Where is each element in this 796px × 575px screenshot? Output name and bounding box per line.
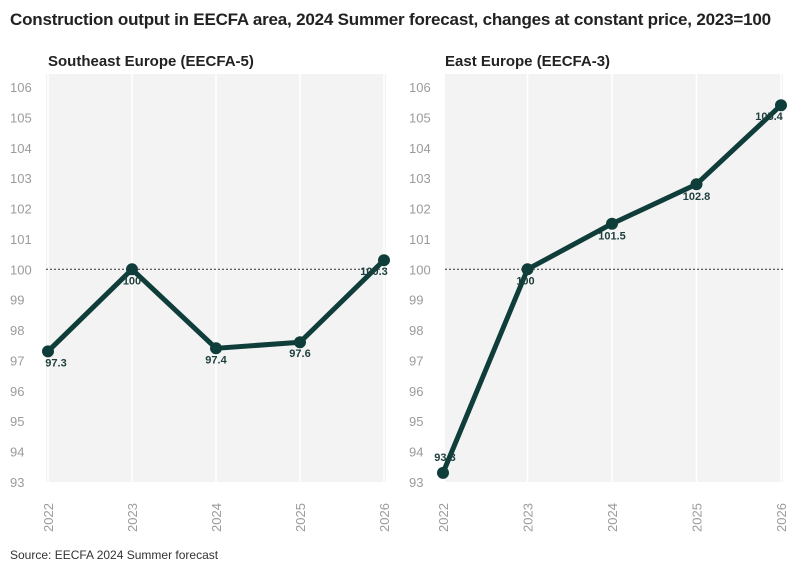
data-label: 97.4 (205, 354, 227, 366)
y-tick-label: 96 (409, 384, 423, 399)
y-tick-label: 95 (409, 414, 423, 429)
y-tick-label: 106 (409, 80, 431, 95)
x-tick-label: 2022 (41, 503, 56, 532)
y-tick-label: 105 (10, 110, 32, 125)
y-tick-label: 93 (409, 475, 423, 490)
panel-title-2: East Europe (EECFA-3) (445, 53, 610, 70)
data-point (42, 345, 54, 358)
data-label: 100 (123, 275, 141, 287)
data-point (690, 178, 703, 191)
data-label: 97.6 (289, 348, 310, 360)
source-note: Source: EECFA 2024 Summer forecast (10, 548, 219, 562)
y-tick-label: 95 (10, 414, 24, 429)
y-tick-label: 103 (409, 171, 431, 186)
data-label: 100 (516, 275, 534, 287)
y-tick-label: 104 (10, 141, 32, 156)
y-tick-label: 103 (10, 171, 32, 186)
y-tick-label: 105 (409, 110, 431, 125)
y-tick-label: 102 (10, 202, 32, 217)
y-tick-label: 100 (10, 262, 32, 277)
x-tick-label: 2024 (209, 503, 224, 532)
data-label: 101.5 (598, 231, 626, 243)
data-point (606, 217, 618, 230)
chart-title: Construction output in EECFA area, 2024 … (10, 10, 771, 29)
y-tick-label: 101 (10, 232, 32, 247)
panel-background-2 (445, 74, 783, 482)
panel-title-1: Southeast Europe (EECFA-5) (48, 53, 254, 70)
y-tick-label: 101 (409, 232, 431, 247)
data-label: 102.8 (683, 191, 711, 203)
data-label: 105.4 (755, 111, 783, 123)
x-tick-label: 2023 (125, 503, 140, 532)
data-label: 100.3 (360, 266, 388, 278)
data-label: 97.3 (45, 357, 66, 369)
x-tick-label: 2024 (605, 503, 620, 532)
data-label: 93.3 (434, 452, 455, 464)
y-tick-label: 104 (409, 141, 431, 156)
y-tick-label: 97 (409, 353, 423, 368)
y-tick-label: 94 (409, 445, 423, 460)
y-tick-label: 94 (10, 445, 24, 460)
x-tick-label: 2022 (436, 503, 451, 532)
y-tick-label: 96 (10, 384, 24, 399)
x-tick-label: 2026 (377, 503, 392, 532)
x-tick-label: 2023 (521, 503, 536, 532)
data-point (521, 263, 534, 276)
y-tick-label: 98 (10, 323, 24, 338)
data-point (126, 263, 138, 276)
y-tick-label: 99 (409, 293, 423, 308)
y-tick-label: 93 (10, 475, 24, 490)
data-point (437, 466, 449, 479)
data-point (775, 99, 787, 112)
x-tick-label: 2026 (774, 503, 789, 532)
y-tick-label: 106 (10, 80, 32, 95)
x-tick-label: 2025 (690, 503, 705, 532)
data-point (294, 336, 306, 349)
data-point (210, 342, 222, 355)
y-tick-label: 98 (409, 323, 423, 338)
y-tick-label: 102 (409, 202, 431, 217)
x-tick-label: 2025 (293, 503, 308, 532)
data-point (378, 254, 390, 267)
y-tick-label: 99 (10, 293, 24, 308)
y-tick-label: 100 (409, 262, 431, 277)
y-tick-label: 97 (10, 353, 24, 368)
